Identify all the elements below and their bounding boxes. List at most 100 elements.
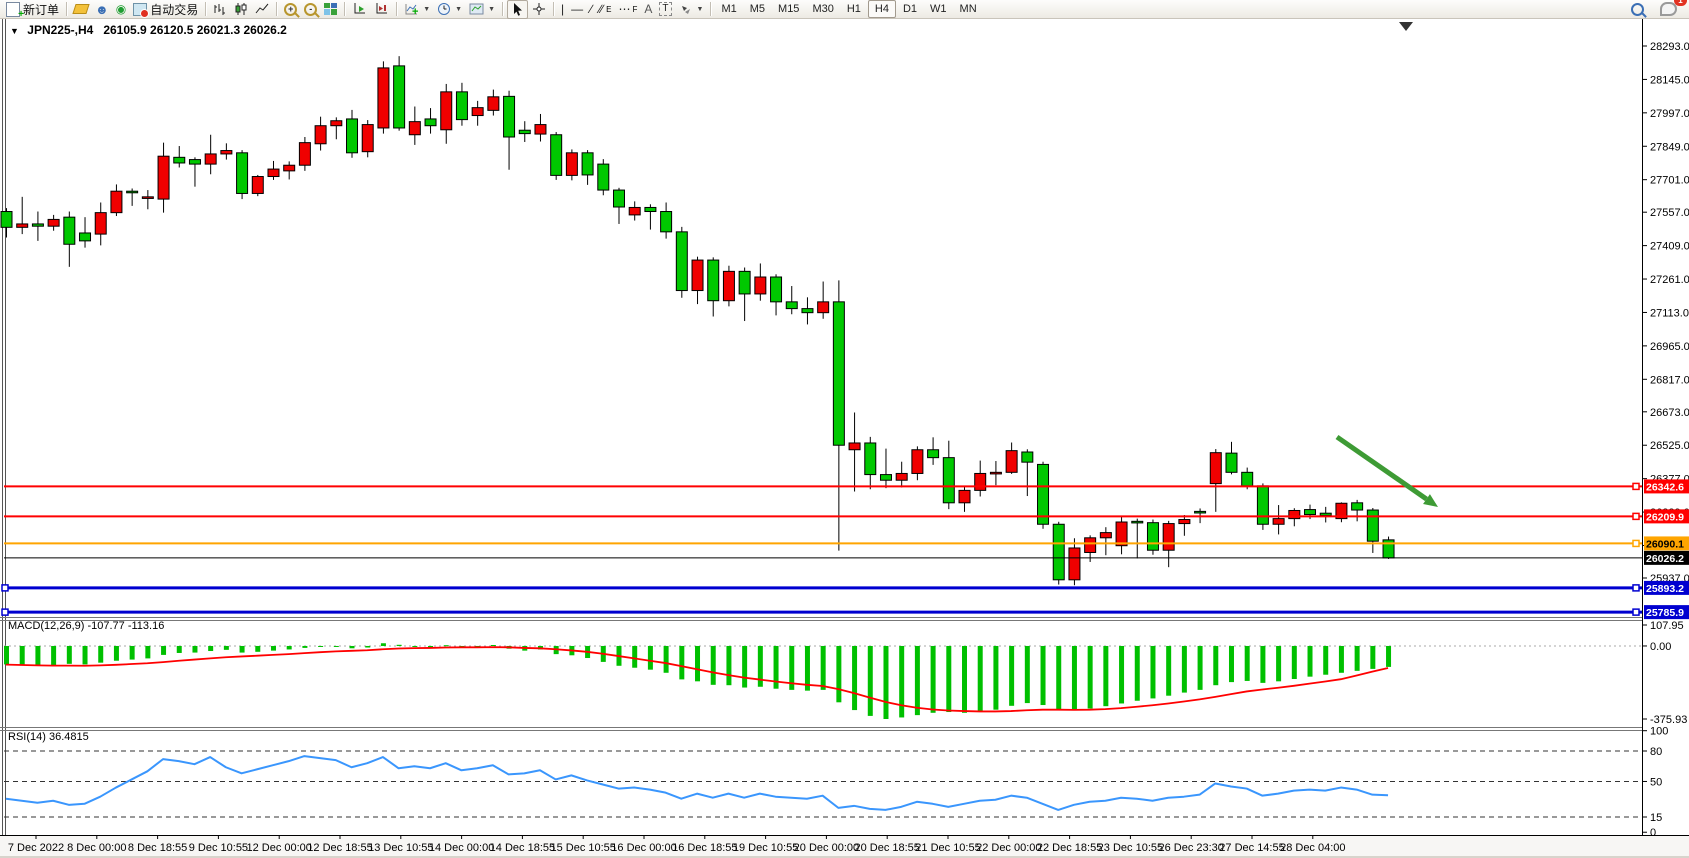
svg-text:0.00: 0.00 bbox=[1650, 641, 1671, 653]
zoom-in-button[interactable]: + bbox=[281, 1, 300, 18]
trend-arrow-annotation[interactable] bbox=[1335, 434, 1438, 507]
new-order-button[interactable]: + 新订单 bbox=[3, 1, 62, 19]
separator bbox=[276, 2, 278, 16]
arrows-tool-button[interactable]: ▼ bbox=[676, 1, 707, 18]
vertical-line-tool-button[interactable]: | bbox=[558, 1, 567, 18]
zoom-out-button[interactable]: - bbox=[301, 1, 320, 18]
arrows-icon bbox=[681, 5, 690, 14]
timeframe-m30[interactable]: M30 bbox=[812, 3, 834, 15]
svg-text:23 Dec 10:55: 23 Dec 10:55 bbox=[1098, 842, 1163, 854]
line-handle[interactable] bbox=[1632, 512, 1640, 521]
auto-trading-icon bbox=[133, 2, 150, 18]
clock-icon bbox=[438, 3, 451, 15]
svg-text:7 Dec 2022: 7 Dec 2022 bbox=[8, 842, 64, 854]
price-chip-25893.2 bbox=[1644, 580, 1689, 595]
chat-button[interactable]: 1 bbox=[1657, 0, 1687, 18]
timeframe-h1[interactable]: H1 bbox=[846, 3, 861, 15]
horizontal-line-26090.1[interactable]: 26090.1 bbox=[4, 536, 1689, 551]
chart-menu-triangle-icon[interactable]: ▼ bbox=[10, 26, 19, 36]
horizontal-line-26026.2[interactable]: 26026.2 bbox=[4, 550, 1689, 565]
text-tool-button[interactable]: A bbox=[641, 1, 655, 18]
separator bbox=[710, 2, 712, 16]
periods-button[interactable]: ▼ bbox=[434, 1, 465, 18]
horizontal-line-tool-button[interactable]: — bbox=[568, 1, 586, 18]
price-chip-26090.1 bbox=[1644, 536, 1689, 551]
svg-text:27261.0: 27261.0 bbox=[1650, 274, 1689, 286]
line-handle[interactable] bbox=[1632, 539, 1640, 548]
auto-trading-button[interactable]: 自动交易 bbox=[130, 1, 201, 18]
timeframe-mn[interactable]: MN bbox=[959, 3, 977, 15]
macd-signal-line bbox=[5, 646, 1389, 713]
timeframe-w1[interactable]: W1 bbox=[930, 3, 947, 15]
crosshair-tool-button[interactable] bbox=[529, 1, 549, 18]
svg-text:26965.0: 26965.0 bbox=[1650, 341, 1689, 353]
search-icon bbox=[1631, 2, 1644, 16]
svg-text:9 Dec 10:55: 9 Dec 10:55 bbox=[189, 842, 248, 854]
svg-text:15: 15 bbox=[1650, 812, 1662, 824]
line-chart-icon bbox=[255, 3, 269, 14]
auto-scroll-button[interactable] bbox=[349, 1, 370, 18]
fibonacci-letter: F bbox=[632, 4, 638, 14]
chart-shift-icon bbox=[376, 3, 388, 14]
candlestick-chart-button[interactable] bbox=[231, 1, 251, 18]
svg-text:22 Dec 18:55: 22 Dec 18:55 bbox=[1037, 842, 1102, 854]
horizontal-line-icon: — bbox=[571, 2, 584, 16]
chart-shift-button[interactable] bbox=[371, 1, 392, 18]
highlighter-button[interactable] bbox=[71, 1, 91, 18]
community-button[interactable]: ☻ bbox=[92, 1, 112, 18]
text-tool-letter: A bbox=[644, 2, 653, 16]
chart-shift-marker-icon[interactable] bbox=[1399, 22, 1413, 31]
signals-button[interactable]: ◉ bbox=[113, 1, 129, 18]
line-chart-button[interactable] bbox=[252, 1, 272, 18]
svg-text:-375.93: -375.93 bbox=[1650, 714, 1687, 726]
line-handle[interactable] bbox=[1, 584, 9, 592]
timeframe-d1[interactable]: D1 bbox=[902, 3, 918, 15]
svg-text:12 Dec 18:55: 12 Dec 18:55 bbox=[307, 842, 372, 854]
trendline-tool-button[interactable]: ∕ bbox=[587, 1, 595, 18]
new-order-label: 新订单 bbox=[23, 2, 60, 17]
search-button[interactable] bbox=[1628, 1, 1647, 18]
channel-icon: ∕∕ bbox=[599, 2, 604, 16]
horizontal-line-26209.9[interactable]: 26209.9 bbox=[4, 509, 1689, 524]
rsi-indicator-label: RSI(14) 36.4815 bbox=[8, 731, 89, 743]
svg-text:19 Dec 10:55: 19 Dec 10:55 bbox=[733, 842, 798, 854]
auto-trading-label: 自动交易 bbox=[150, 2, 199, 17]
macd-axis: 107.95 0.00 -375.93 bbox=[1642, 620, 1687, 726]
auto-scroll-icon bbox=[354, 3, 366, 14]
tile-windows-button[interactable] bbox=[321, 1, 340, 18]
timeframe-m15[interactable]: M15 bbox=[778, 3, 800, 15]
svg-text:20 Dec 18:55: 20 Dec 18:55 bbox=[854, 842, 919, 854]
price-chip-26342.6 bbox=[1644, 479, 1689, 494]
price-axis: 28293.0 28145.0 27997.0 27849.0 27701.0 27557… bbox=[1642, 41, 1689, 585]
line-handle[interactable] bbox=[1, 608, 9, 616]
svg-text:0: 0 bbox=[1650, 827, 1656, 839]
indicators-button[interactable]: + ▼ bbox=[401, 1, 433, 18]
timeframe-m1[interactable]: M1 bbox=[721, 3, 737, 15]
horizontal-line-25893.2[interactable]: 25893.2 bbox=[1, 580, 1689, 595]
channel-tool-button[interactable]: ∕∕ E bbox=[596, 1, 614, 18]
line-handle[interactable] bbox=[1632, 608, 1640, 616]
separator bbox=[502, 2, 504, 16]
svg-text:8 Dec 18:55: 8 Dec 18:55 bbox=[128, 842, 187, 854]
horizontal-line-25785.9[interactable]: 25785.9 bbox=[1, 605, 1689, 620]
cursor-tool-button[interactable] bbox=[507, 0, 529, 19]
line-handle[interactable] bbox=[1632, 482, 1640, 491]
new-order-icon: + bbox=[6, 1, 24, 19]
line-handle[interactable] bbox=[1632, 584, 1640, 592]
macd-indicator-label: MACD(12,26,9) -107.77 -113.16 bbox=[8, 620, 165, 632]
indicators-icon: + bbox=[405, 4, 419, 16]
timeframe-m5[interactable]: M5 bbox=[749, 3, 766, 15]
timeframe-h4[interactable]: H4 bbox=[867, 0, 896, 18]
label-tool-button[interactable]: T bbox=[656, 1, 674, 18]
svg-text:27997.0: 27997.0 bbox=[1650, 108, 1689, 120]
fibonacci-tool-button[interactable]: ⋯ F bbox=[616, 1, 641, 18]
svg-text:16 Dec 18:55: 16 Dec 18:55 bbox=[672, 842, 737, 854]
horizontal-line-26342.6[interactable]: 26342.6 bbox=[4, 479, 1689, 494]
trendline-icon: ∕ bbox=[590, 2, 593, 16]
vertical-line-icon: | bbox=[561, 2, 565, 16]
bar-chart-button[interactable] bbox=[210, 1, 230, 18]
templates-button[interactable]: ▼ bbox=[466, 1, 498, 18]
chevron-down-icon: ▼ bbox=[423, 5, 431, 13]
